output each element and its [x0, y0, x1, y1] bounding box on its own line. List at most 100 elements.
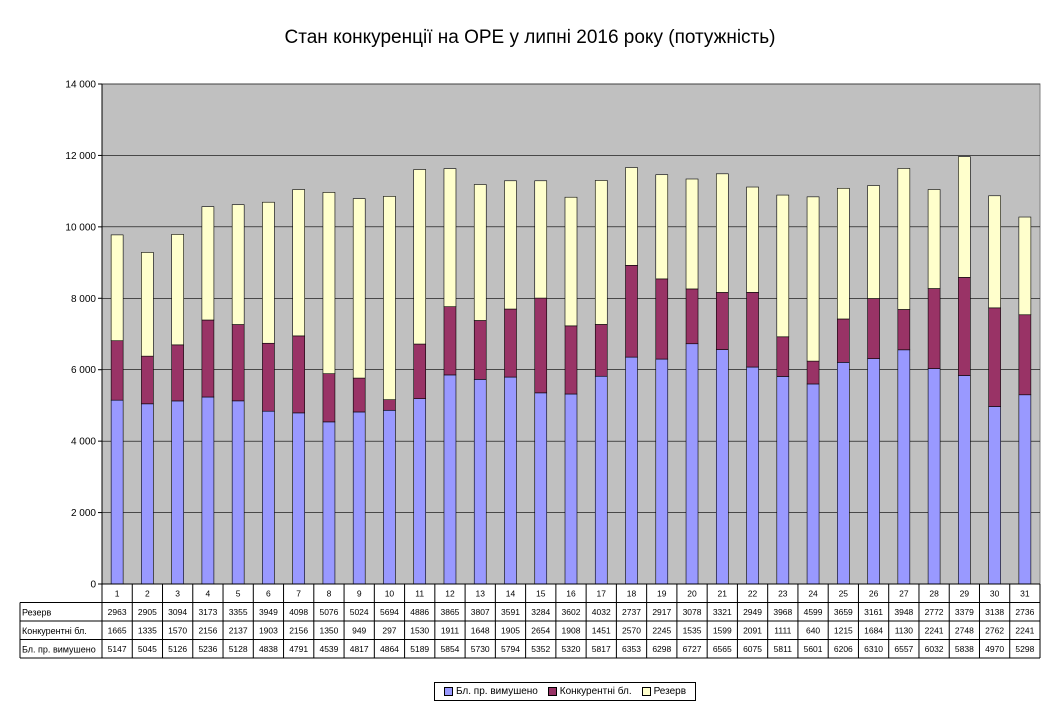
x-tick-label: 30 [990, 588, 1000, 598]
bar-segment [443, 374, 457, 585]
bar-segment [473, 184, 487, 321]
bar-segment [594, 180, 608, 325]
data-label: 4864 [380, 644, 399, 654]
data-label: 1599 [713, 625, 732, 635]
data-label: 1903 [259, 625, 278, 635]
bar-segment [1018, 394, 1032, 585]
bar-segment [141, 252, 154, 357]
y-axis: 0 2 000 4 000 6 000 8 000 10 000 12 000 14 000 [65, 80, 103, 591]
bar-segment [806, 383, 820, 585]
data-label: 2156 [198, 625, 217, 635]
data-label: 3161 [864, 607, 883, 617]
bar-segment [231, 400, 245, 585]
data-label: 5128 [229, 644, 248, 654]
data-label: 1684 [864, 625, 883, 635]
y-tick-label: 0 [90, 580, 96, 591]
table-row-label: Резерв [22, 607, 51, 617]
data-label: 3865 [441, 607, 460, 617]
chart-title: Стан конкуренції на ОРЕ у липні 2016 рок… [284, 27, 776, 48]
y-tick-label: 2 000 [71, 508, 96, 519]
x-tick-label: 15 [536, 588, 546, 598]
bar-segment [625, 265, 638, 358]
bar-segment [413, 169, 427, 345]
legend-swatch-1 [443, 687, 453, 696]
data-label: 1665 [108, 625, 127, 635]
data-label: 1908 [562, 625, 581, 635]
bar-segment [655, 174, 669, 280]
data-label: 5189 [410, 644, 429, 654]
legend-item: Конкурентні бл. [547, 686, 632, 697]
bar-segment [110, 340, 124, 401]
legend-item: Бл. пр. вимушено [443, 686, 538, 697]
data-label: 4791 [289, 644, 308, 654]
data-label: 1451 [592, 625, 611, 635]
data-label: 2241 [1015, 625, 1034, 635]
bar-segment [655, 358, 669, 585]
bar-segment [201, 396, 215, 585]
data-label: 1535 [683, 625, 702, 635]
data-label: 4838 [259, 644, 278, 654]
bar-segment [867, 185, 880, 299]
bar-segment [927, 189, 941, 289]
data-label: 5320 [562, 644, 581, 654]
data-label: 5794 [501, 644, 520, 654]
table-row-label: Бл. пр. вимушено [22, 644, 96, 654]
data-label: 5236 [198, 644, 217, 654]
data-label: 6565 [713, 644, 732, 654]
bar-segment [837, 318, 850, 363]
bar-segment [897, 349, 911, 585]
x-tick-label: 24 [808, 588, 818, 598]
bar-segment [413, 398, 427, 585]
bar-segment [322, 373, 336, 423]
data-label: 6353 [622, 644, 641, 654]
y-tick-label: 10 000 [65, 222, 96, 233]
bar-segment [806, 196, 820, 362]
data-label: 2736 [1015, 607, 1034, 617]
bar-segment [504, 376, 517, 585]
x-tick-label: 18 [627, 588, 637, 598]
bar-segment [534, 392, 548, 585]
data-label: 3078 [683, 607, 702, 617]
bar-segment [776, 194, 790, 338]
data-label: 3949 [259, 607, 278, 617]
bar-segment [171, 344, 184, 402]
x-tick-label: 2 [145, 588, 150, 598]
bar-segment [715, 292, 729, 350]
bar-segment [383, 399, 396, 411]
bar-segment [322, 192, 336, 374]
bar-segment [231, 204, 245, 325]
data-label: 1130 [895, 625, 914, 635]
x-tick-label: 21 [718, 588, 728, 598]
data-label: 6206 [834, 644, 853, 654]
x-tick-label: 4 [206, 588, 211, 598]
legend-label: Конкурентні бл. [559, 686, 632, 697]
y-tick-label: 14 000 [65, 80, 96, 91]
bar-segment [141, 403, 154, 585]
data-label: 3173 [198, 607, 217, 617]
data-label: 1335 [138, 625, 157, 635]
data-label: 4970 [985, 644, 1004, 654]
data-label: 2570 [622, 625, 641, 635]
x-tick-label: 6 [266, 588, 271, 598]
bar-segment [867, 298, 880, 359]
data-label: 2772 [925, 607, 944, 617]
data-label: 3602 [562, 607, 581, 617]
bar-segment [352, 377, 366, 413]
bar-segment [715, 173, 729, 293]
bar-segment [927, 368, 941, 585]
bar-segment [685, 343, 699, 585]
x-tick-label: 20 [687, 588, 697, 598]
x-tick-label: 29 [960, 588, 970, 598]
x-tick-label: 7 [296, 588, 301, 598]
table-row-label: Конкурентні бл. [22, 626, 87, 636]
data-label: 5045 [138, 644, 157, 654]
data-label: 1648 [471, 625, 490, 635]
data-label: 6075 [743, 644, 762, 654]
data-label: 5854 [441, 644, 460, 654]
bar-segment [927, 288, 941, 369]
bar-segment [110, 399, 124, 585]
bar-segment [746, 366, 759, 585]
data-label: 1350 [319, 625, 338, 635]
x-tick-label: 23 [778, 588, 788, 598]
